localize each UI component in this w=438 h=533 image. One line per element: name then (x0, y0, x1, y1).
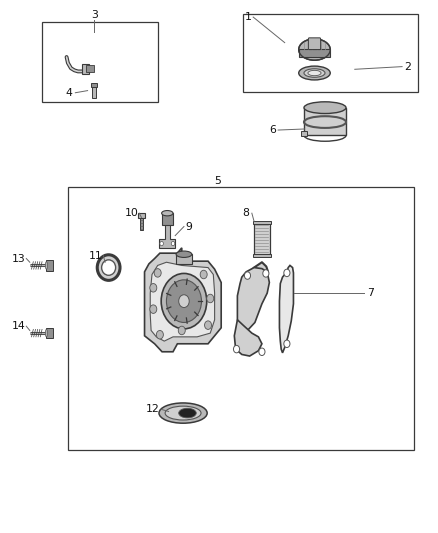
Bar (176, 254, 192, 264)
Bar (138, 213, 145, 218)
Ellipse shape (299, 39, 330, 60)
Polygon shape (145, 248, 221, 352)
FancyBboxPatch shape (308, 38, 321, 50)
Text: 9: 9 (186, 222, 193, 231)
Circle shape (178, 326, 185, 335)
Bar (299, 49, 330, 57)
Bar (254, 223, 270, 255)
Ellipse shape (162, 211, 173, 216)
Circle shape (161, 273, 207, 329)
Circle shape (205, 321, 212, 329)
Circle shape (200, 270, 207, 279)
Bar (82, 64, 89, 74)
Polygon shape (159, 224, 175, 248)
Text: 8: 8 (243, 208, 250, 218)
Bar (91, 83, 97, 87)
Text: 5: 5 (215, 176, 222, 186)
Bar (68, 187, 414, 450)
Bar (140, 218, 143, 230)
Bar (42, 22, 158, 102)
Bar (301, 131, 307, 136)
Bar (162, 213, 173, 225)
Ellipse shape (102, 260, 116, 275)
Text: 14: 14 (11, 321, 25, 331)
Circle shape (233, 345, 240, 353)
Circle shape (179, 295, 189, 308)
Polygon shape (304, 108, 346, 135)
Bar (253, 221, 271, 224)
Text: 1: 1 (244, 12, 251, 22)
Polygon shape (234, 320, 262, 356)
Bar (243, 14, 418, 92)
Circle shape (284, 269, 290, 277)
Ellipse shape (159, 403, 207, 423)
Circle shape (284, 340, 290, 348)
Polygon shape (279, 265, 293, 353)
Text: 12: 12 (145, 405, 159, 414)
Text: 7: 7 (367, 288, 374, 298)
Ellipse shape (46, 262, 47, 269)
Circle shape (263, 270, 269, 277)
Circle shape (244, 272, 251, 279)
Ellipse shape (304, 102, 346, 114)
Text: 13: 13 (11, 254, 25, 263)
Circle shape (154, 269, 161, 277)
Polygon shape (150, 262, 215, 341)
Circle shape (150, 305, 157, 313)
Bar (46, 328, 53, 338)
Ellipse shape (46, 329, 47, 337)
Circle shape (156, 330, 163, 339)
Text: 10: 10 (124, 208, 138, 218)
Ellipse shape (176, 251, 192, 257)
Text: 11: 11 (88, 251, 102, 261)
Polygon shape (244, 262, 268, 284)
Circle shape (259, 348, 265, 356)
Bar (92, 87, 96, 98)
Ellipse shape (299, 66, 330, 80)
Ellipse shape (97, 255, 120, 280)
Circle shape (150, 284, 157, 292)
Circle shape (160, 241, 163, 246)
Ellipse shape (308, 70, 321, 76)
Bar (46, 260, 53, 271)
Text: 3: 3 (91, 10, 98, 20)
Text: 2: 2 (404, 62, 411, 71)
Polygon shape (237, 268, 269, 330)
Circle shape (207, 294, 214, 303)
Circle shape (171, 241, 175, 246)
Circle shape (166, 280, 201, 322)
Text: 6: 6 (269, 125, 276, 135)
Ellipse shape (179, 408, 196, 418)
Bar (253, 254, 271, 257)
Text: 4: 4 (66, 88, 73, 98)
Ellipse shape (304, 69, 325, 77)
Bar (86, 65, 94, 72)
Ellipse shape (165, 406, 201, 420)
